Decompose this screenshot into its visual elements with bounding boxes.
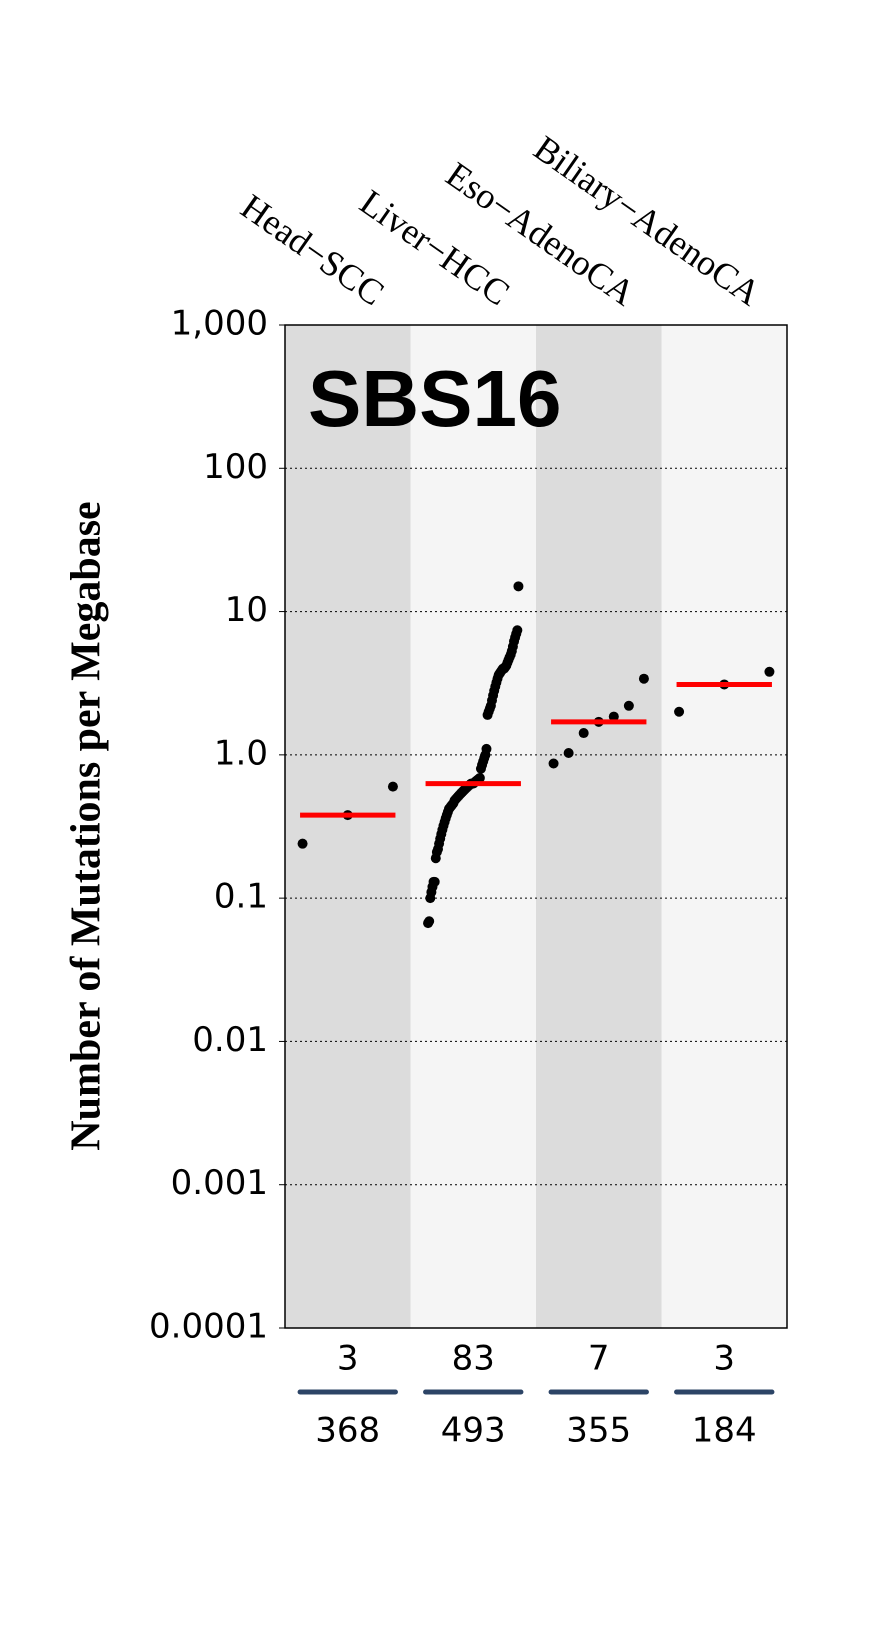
- count-label: 3: [337, 1339, 359, 1379]
- total-label: 184: [692, 1411, 757, 1451]
- point: [429, 876, 440, 887]
- point: [674, 706, 685, 717]
- count-label: 7: [588, 1339, 610, 1379]
- point: [512, 625, 523, 636]
- total-label: 493: [441, 1411, 506, 1451]
- point: [387, 781, 398, 792]
- y-axis-label: Number of Mutations per Megabase: [64, 501, 110, 1150]
- point: [474, 772, 485, 783]
- band: [536, 325, 662, 1328]
- point: [563, 748, 574, 759]
- point: [608, 711, 619, 722]
- point: [513, 581, 524, 592]
- category-label: Biliary−AdenoCA: [527, 128, 768, 313]
- y-tick-label: 0.01: [192, 1020, 268, 1060]
- point: [638, 673, 649, 684]
- total-label: 355: [566, 1411, 631, 1451]
- count-label: 3: [713, 1339, 735, 1379]
- point: [548, 758, 559, 769]
- band: [285, 325, 411, 1328]
- y-tick-label: 0.1: [214, 877, 268, 917]
- point: [297, 838, 308, 849]
- plot-frame: [284, 324, 788, 1329]
- band: [410, 325, 536, 1328]
- point: [481, 743, 492, 754]
- y-tick-label: 100: [203, 447, 268, 487]
- point: [764, 666, 775, 677]
- point: [424, 916, 435, 927]
- chart-title: SBS16: [308, 354, 561, 443]
- point: [623, 700, 634, 711]
- count-label: 83: [452, 1339, 495, 1379]
- y-tick-label: 10: [225, 590, 268, 630]
- y-tick-label: 0.001: [171, 1163, 268, 1203]
- y-tick-label: 1,000: [171, 304, 268, 344]
- point: [578, 728, 589, 739]
- band: [661, 325, 787, 1328]
- total-label: 368: [315, 1411, 380, 1451]
- y-tick-label: 0.0001: [149, 1307, 268, 1347]
- y-tick-label: 1.0: [214, 733, 268, 773]
